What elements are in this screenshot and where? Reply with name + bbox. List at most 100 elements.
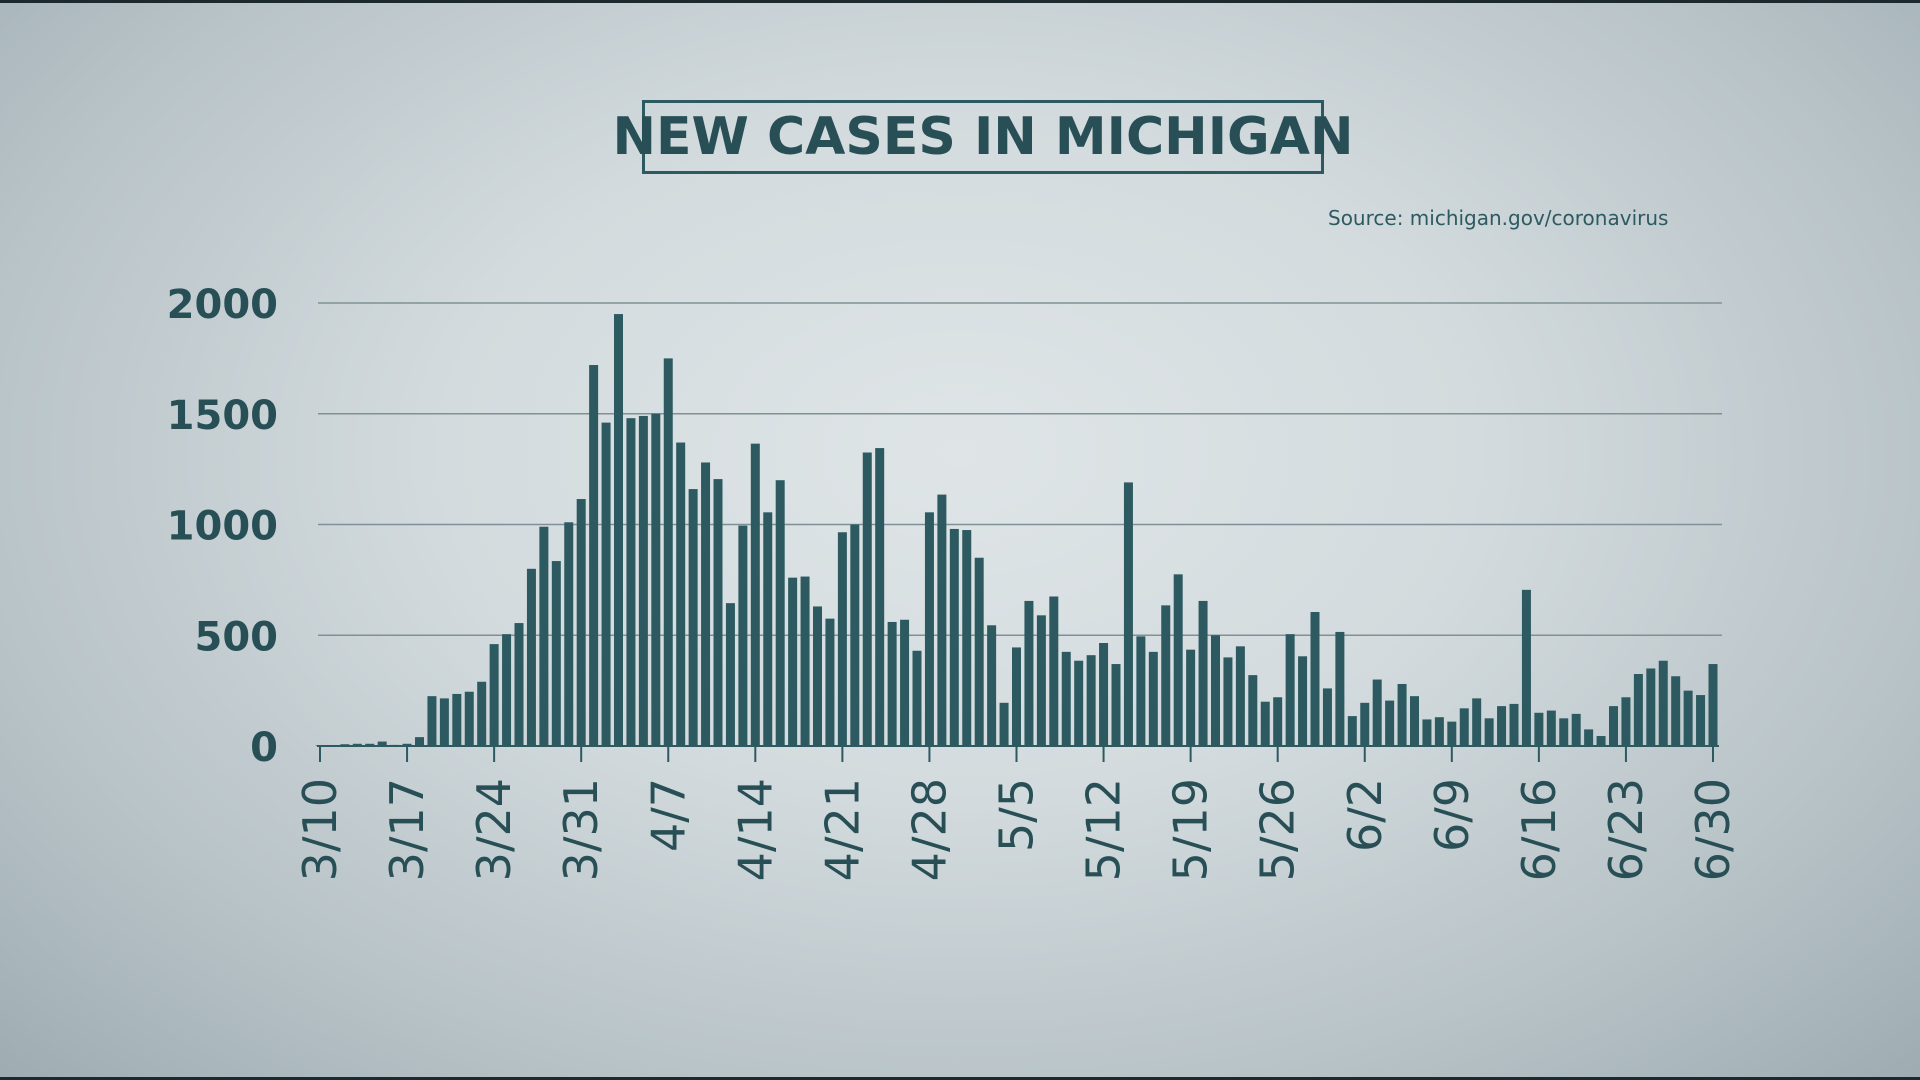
bar	[1086, 655, 1096, 746]
x-tick-label: 6/9	[1425, 778, 1479, 852]
bar	[1571, 713, 1581, 746]
bar	[1609, 706, 1618, 746]
bar	[1584, 729, 1594, 746]
bar	[1447, 721, 1457, 746]
bar	[502, 634, 512, 746]
bar	[1596, 736, 1606, 746]
bar	[1335, 631, 1345, 746]
bar	[725, 603, 735, 746]
bottom-frame-edge	[0, 1077, 1920, 1080]
bar	[1198, 600, 1208, 746]
bar	[1285, 634, 1295, 746]
bar	[489, 644, 499, 746]
bar	[850, 524, 860, 746]
x-tick-label: 4/28	[902, 778, 956, 881]
bar	[1322, 688, 1332, 746]
bar	[526, 568, 536, 746]
bar	[924, 512, 934, 746]
bar	[1559, 718, 1569, 746]
y-tick-labels: 0 500 1000 1500 2000	[167, 282, 278, 771]
bar	[1397, 683, 1407, 746]
bar	[763, 512, 773, 746]
bar	[1186, 649, 1196, 746]
x-tick-label: 4/21	[815, 778, 869, 881]
x-tick-label: 5/26	[1251, 778, 1305, 881]
x-tick-label: 4/7	[641, 778, 695, 852]
x-tick-label: 6/23	[1599, 778, 1653, 881]
bar	[365, 743, 375, 746]
x-tick-label: 3/24	[467, 778, 521, 881]
bar	[439, 698, 449, 746]
bar	[1484, 718, 1494, 746]
bar	[601, 422, 611, 746]
bar	[1061, 651, 1071, 746]
bar	[937, 494, 947, 746]
bar	[1024, 600, 1034, 746]
bar	[1235, 646, 1245, 746]
bar	[962, 530, 972, 746]
bar	[402, 743, 412, 746]
x-tick-label: 3/31	[554, 778, 608, 881]
bar	[614, 314, 623, 746]
bar	[1410, 696, 1419, 746]
bar	[1434, 717, 1444, 746]
y-tick-label: 1500	[167, 393, 278, 439]
bar	[352, 743, 362, 746]
bar	[638, 415, 648, 746]
bar	[626, 418, 636, 746]
x-tick-label: 3/10	[293, 778, 347, 881]
bar	[912, 650, 922, 746]
y-tick-label: 500	[195, 614, 279, 660]
x-tick-label: 5/19	[1164, 778, 1218, 881]
bar	[1273, 697, 1283, 746]
bar	[464, 691, 474, 746]
bar	[999, 702, 1009, 746]
bar	[862, 452, 872, 746]
bar	[477, 681, 487, 746]
bar	[713, 479, 723, 746]
bar	[1211, 635, 1220, 746]
x-tick-label: 6/2	[1338, 778, 1392, 852]
bar	[539, 526, 549, 746]
bar	[900, 619, 910, 746]
bar	[738, 525, 748, 746]
y-tick-label: 1000	[167, 504, 278, 550]
bar	[427, 696, 437, 746]
bar	[1049, 596, 1059, 746]
bar	[1012, 647, 1021, 746]
bar	[788, 577, 798, 746]
bar	[377, 741, 387, 746]
x-axis	[317, 745, 1719, 762]
bar	[1347, 716, 1357, 746]
bar	[1633, 674, 1643, 746]
bar	[813, 606, 822, 746]
source-note: Source: michigan.gov/coronavirus	[1328, 206, 1669, 230]
bar	[589, 365, 599, 746]
bar	[875, 448, 885, 746]
bar	[1223, 657, 1233, 746]
bar	[676, 442, 686, 746]
bar	[1248, 675, 1258, 746]
x-tick-label: 6/16	[1512, 778, 1566, 881]
x-tick-label: 5/12	[1077, 778, 1131, 881]
bar	[1521, 589, 1531, 746]
bar	[1708, 664, 1718, 746]
bar	[1123, 482, 1133, 746]
bar	[514, 623, 524, 746]
bar	[415, 737, 424, 746]
bar	[1360, 702, 1370, 746]
bar	[688, 489, 698, 746]
top-frame-edge	[0, 0, 1920, 3]
bar	[701, 462, 711, 746]
bar	[1148, 651, 1158, 746]
x-tick-label: 6/30	[1686, 778, 1740, 881]
bar	[452, 693, 462, 746]
bar	[825, 618, 835, 746]
bar	[1646, 668, 1656, 746]
bar	[800, 576, 810, 746]
bar	[1621, 697, 1631, 746]
bar	[663, 358, 673, 747]
x-tick-labels: 3/10 3/17 3/24 3/31 4/7 4/14 4/21 4/28 5/5 5/12 5/…	[293, 778, 1740, 881]
bar	[1472, 698, 1482, 746]
bar	[1459, 708, 1469, 746]
